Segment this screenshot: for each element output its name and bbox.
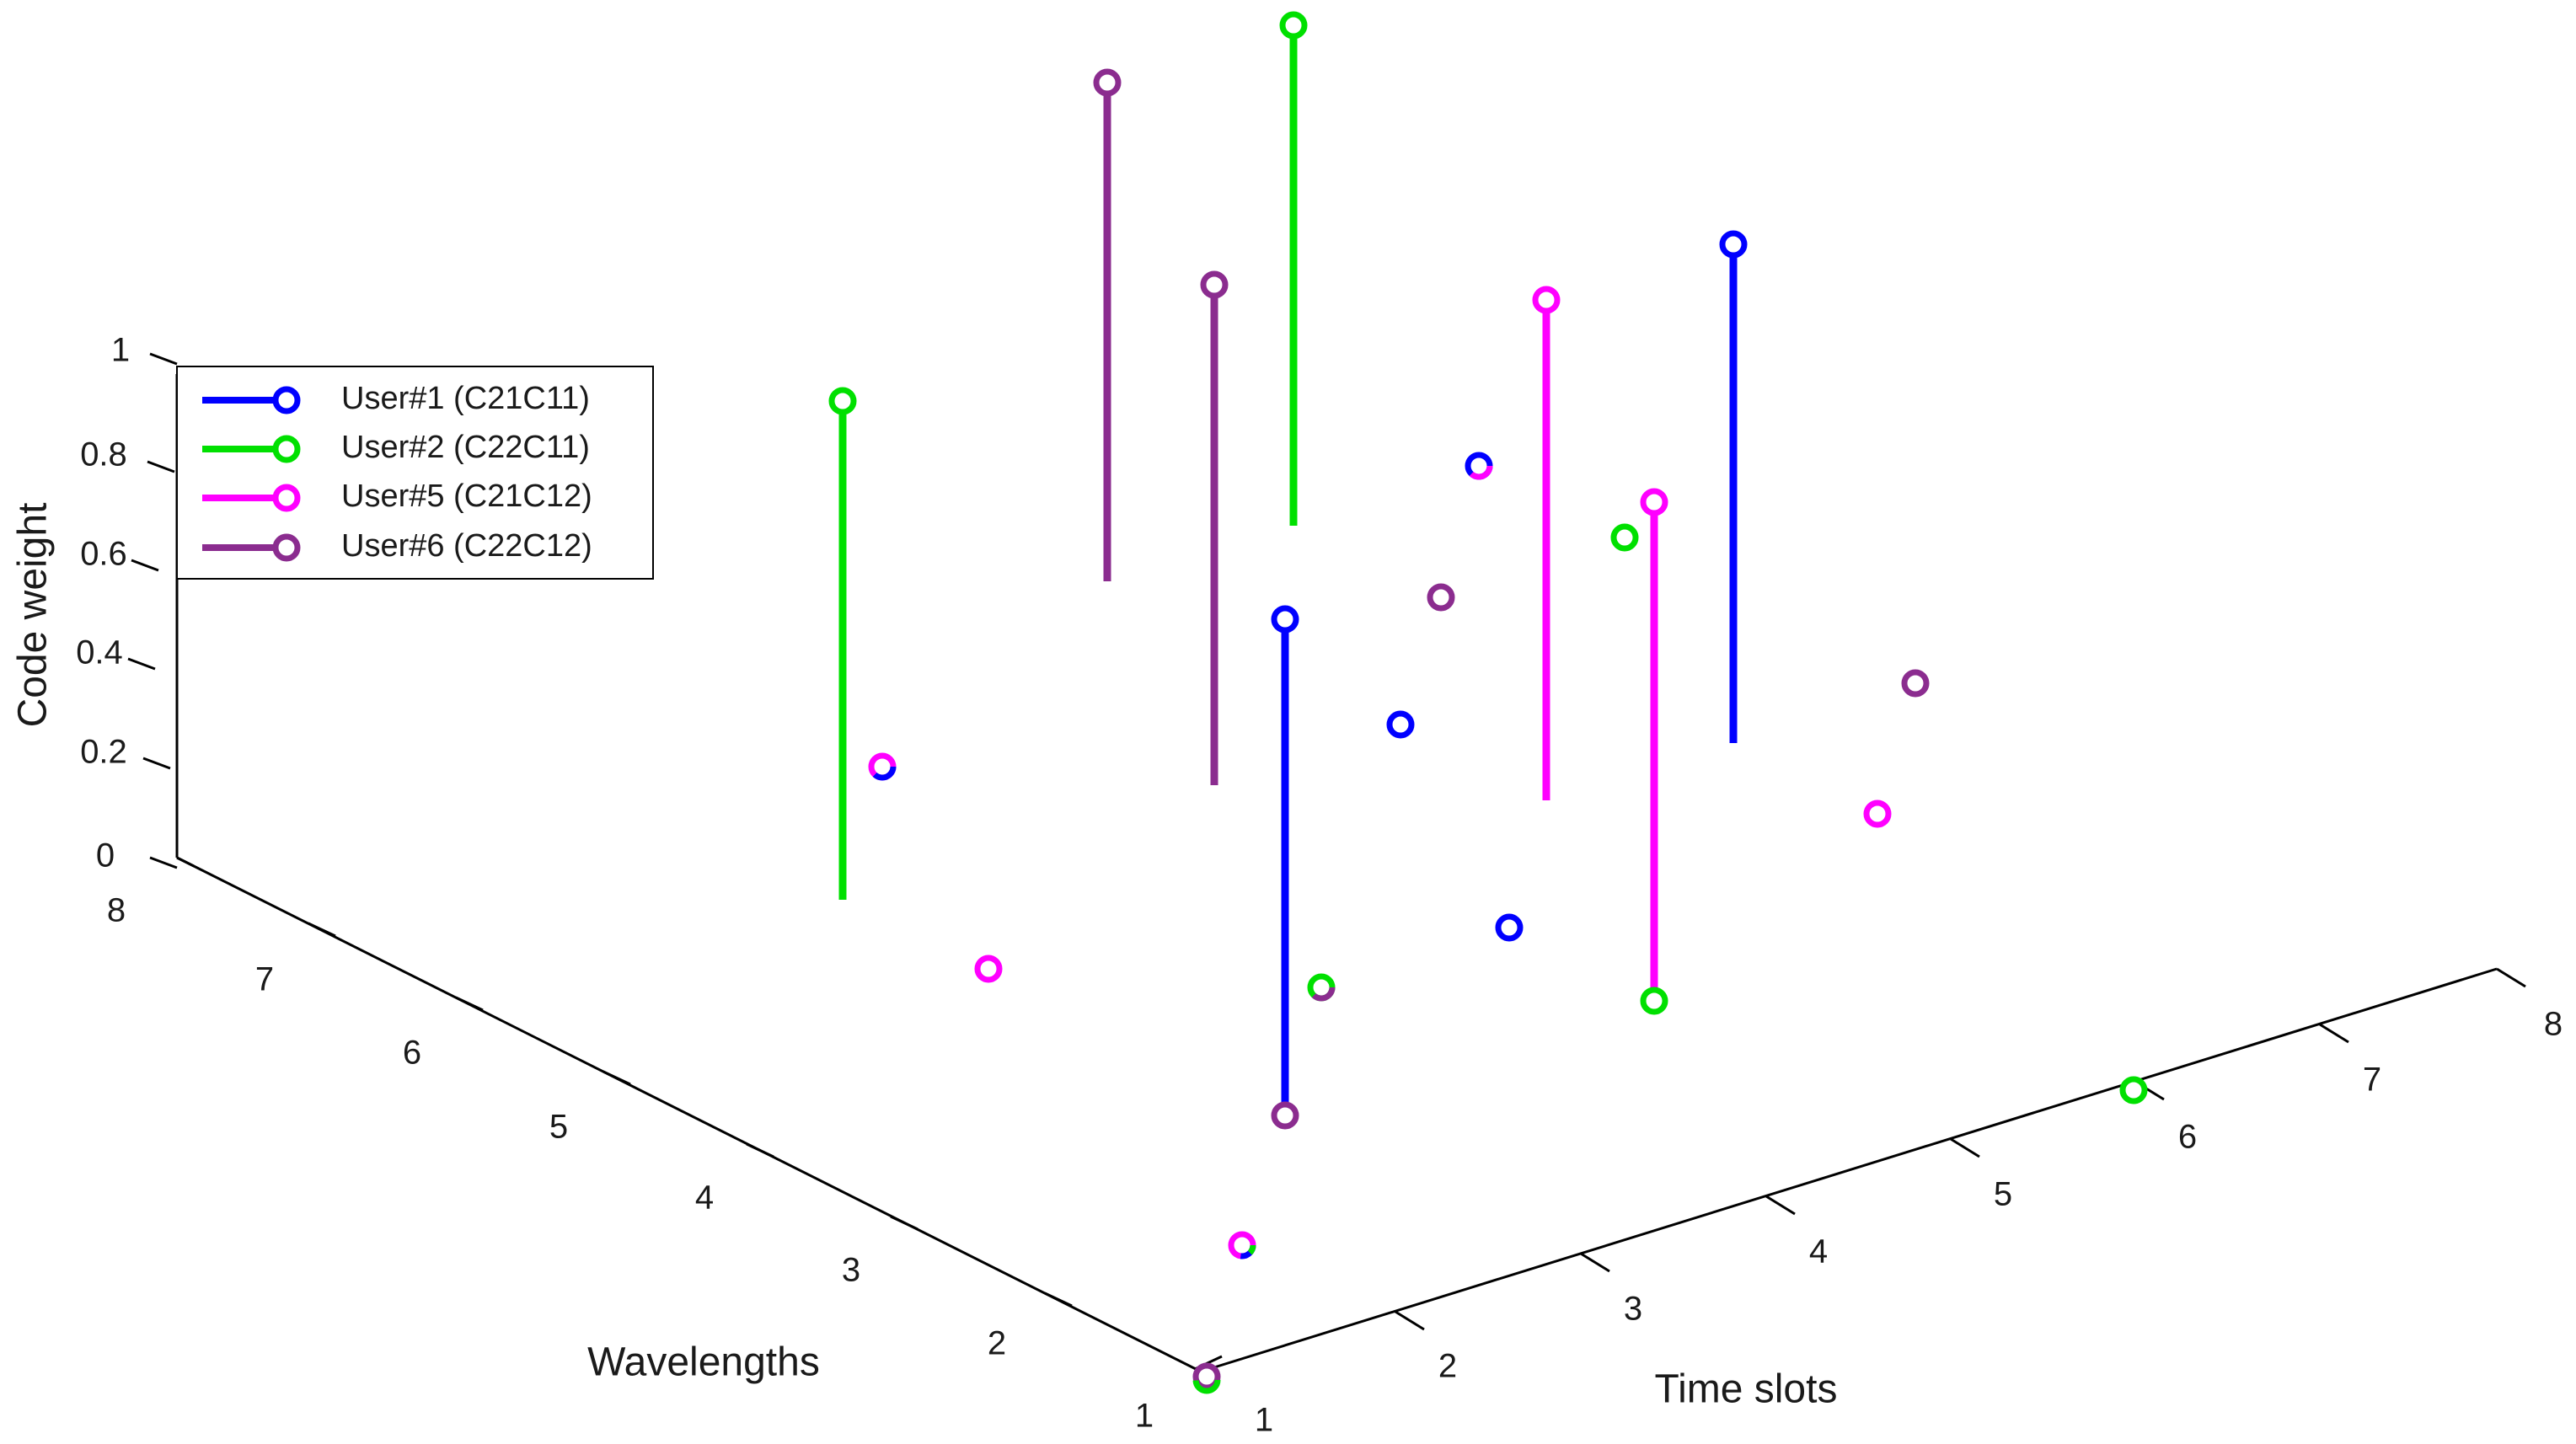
point-user2 [1192,1366,1221,1394]
time-tick-mark [1765,1195,1796,1216]
time-tick-label: 1 [1255,1402,1273,1439]
time-tick-mark [2319,1023,2349,1044]
time-tick-label: 2 [1438,1348,1457,1385]
point-user2 [1228,1231,1256,1259]
time-tick-mark [1395,1310,1425,1331]
legend-label: User#6 (C22C12) [341,528,592,564]
wavelength-tick-label: 8 [107,892,126,929]
time-axis-line [1200,967,2498,1373]
point-user5 [1465,452,1493,480]
time-tick-label: 8 [2544,1006,2563,1043]
stem-head-user2 [1279,11,1308,40]
z-axis-title: Code weight [11,503,56,728]
time-tick-mark [1950,1137,1980,1158]
wavelength-tick-label: 7 [255,961,274,998]
time-tick-label: 6 [2178,1119,2197,1156]
z-tick-label: 0.6 [80,536,127,573]
legend-label: User#5 (C21C12) [341,479,592,514]
legend-swatch-marker [272,386,301,414]
point-user6 [1192,1362,1221,1391]
point-user6 [1307,973,1336,1002]
wavelength-ticks: 1 2 3 4 5 6 7 8 [107,856,1223,1435]
point-user5 [1863,800,1892,828]
wavelength-tick-mark [455,996,484,1012]
points-layer [868,452,2148,1394]
time-tick-label: 3 [1624,1291,1642,1328]
point-user5 [974,955,1003,983]
stem-head-user1 [1271,605,1299,634]
wavelength-tick-mark [602,1070,631,1086]
wavelength-tick-label: 3 [842,1252,860,1289]
wavelength-tick-label: 2 [988,1325,1006,1362]
stems-layer [828,11,1748,1112]
point-user2 [1610,523,1639,552]
time-tick-label: 4 [1809,1233,1828,1270]
stem-head-user6 [1200,270,1229,299]
legend-swatch-marker [272,533,301,562]
legend-entry: User#2 (C22C11) [202,430,590,465]
time-tick-mark [1580,1252,1610,1273]
legend-swatch-marker [272,484,301,512]
stem-head-user6 [1093,68,1122,97]
point-user1 [1386,710,1415,739]
z-tick-label: 0 [96,837,115,874]
z-tick-label: 0.8 [80,436,127,473]
wavelength-axis-line [176,856,1202,1373]
legend-entry: User#1 (C21C11) [202,381,590,416]
legend-entry: User#5 (C21C12) [202,479,592,514]
legend-label: User#2 (C22C11) [341,430,590,465]
time-axis-title: Time slots [1655,1367,1838,1412]
point-user2 [1640,987,1668,1015]
stem-head-user2 [828,387,857,415]
wavelength-tick-mark [308,922,336,938]
stem-head-user5 [1640,488,1668,516]
wavelength-tick-mark [1044,1292,1073,1308]
legend-entry: User#6 (C22C12) [202,528,592,564]
point-user6 [1427,583,1455,612]
time-ticks: 1 2 3 4 5 6 7 8 [1200,967,2563,1439]
z-tick-mark [147,460,175,473]
point-user1 [1495,913,1524,942]
time-tick-label: 5 [1994,1176,2012,1213]
time-tick-mark [2496,967,2526,988]
point-user6 [1901,669,1930,698]
point-user6 [1271,1101,1299,1130]
z-tick-label: 0.2 [80,734,127,771]
z-tick-label: 0.4 [76,634,123,671]
wavelength-tick-mark [890,1215,918,1231]
legend: User#1 (C21C11) User#2 (C22C11) User#5 (… [176,366,654,580]
z-tick-label: 1 [111,332,130,369]
z-tick-mark [127,657,156,671]
z-ticks: 0 0.2 0.4 0.6 0.8 1 [76,332,178,874]
z-tick-mark [149,352,178,366]
wavelength-tick-label: 5 [549,1109,568,1146]
z-tick-mark [149,856,178,869]
z-tick-mark [131,559,159,572]
legend-label: User#1 (C21C11) [341,381,590,416]
wavelength-tick-label: 1 [1135,1398,1154,1435]
legend-swatch-marker [272,435,301,463]
point-user1 [868,752,897,781]
time-tick-label: 7 [2363,1062,2381,1099]
wavelength-tick-label: 6 [403,1035,421,1072]
wavelength-tick-label: 4 [695,1179,714,1217]
z-tick-mark [142,757,171,770]
wavelength-axis-title: Wavelengths [587,1340,820,1385]
wavelength-tick-mark [176,856,195,868]
wavelength-tick-mark [746,1142,774,1158]
stem-head-user1 [1719,230,1748,259]
point-user2 [2119,1076,2148,1104]
stem-head-user5 [1532,286,1561,314]
